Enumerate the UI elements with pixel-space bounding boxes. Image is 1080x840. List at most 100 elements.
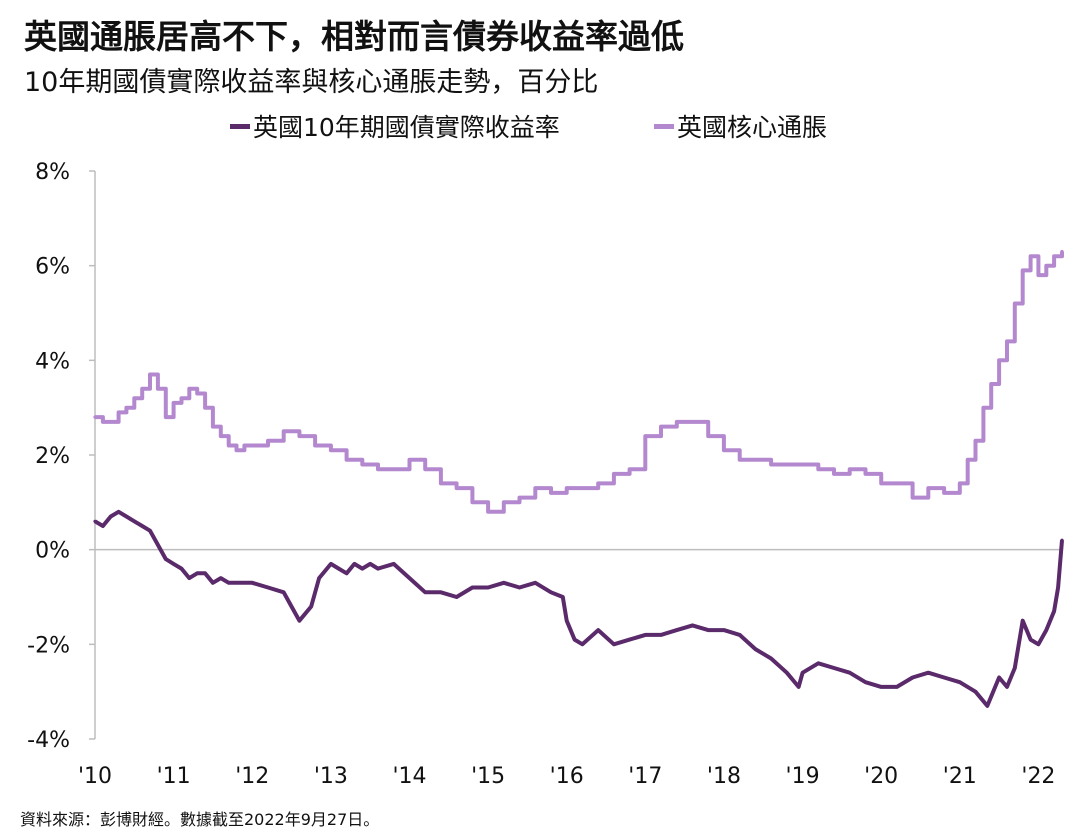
data-point-real-yield (439, 590, 443, 594)
data-point-core-inflation (117, 410, 121, 414)
data-point-real-yield (289, 604, 294, 609)
data-point-real-yield (1056, 585, 1060, 590)
data-point-real-yield (345, 571, 349, 575)
data-point-real-yield (317, 576, 321, 580)
data-point-core-inflation (612, 472, 616, 476)
data-point-core-inflation (911, 496, 915, 500)
data-point-real-yield (1052, 609, 1056, 613)
data-point-core-inflation (179, 396, 184, 400)
data-point-core-inflation (926, 486, 930, 490)
data-point-core-inflation (407, 458, 412, 462)
data-point-core-inflation (989, 382, 993, 386)
data-point-core-inflation (942, 491, 946, 495)
data-point-real-yield (753, 647, 758, 651)
data-point-core-inflation (1029, 254, 1033, 258)
data-point-real-yield (612, 642, 616, 646)
data-point-core-inflation (801, 462, 805, 467)
data-point-real-yield (172, 562, 176, 566)
data-point-core-inflation (455, 486, 459, 490)
data-point-core-inflation (109, 420, 113, 424)
data-point-real-yield (561, 595, 565, 599)
data-point-real-yield (234, 581, 239, 585)
y-tick-label: 6% (35, 255, 70, 280)
data-point-core-inflation (329, 448, 333, 452)
data-point-core-inflation (981, 406, 986, 410)
series-line-real-yield (93, 509, 1064, 708)
data-point-real-yield (368, 562, 372, 566)
data-point-real-yield (140, 524, 144, 528)
data-point-core-inflation (1060, 249, 1064, 254)
data-point-core-inflation (722, 448, 726, 452)
data-point-real-yield (352, 562, 356, 566)
y-tick-label: 2% (35, 444, 70, 469)
data-point-real-yield (879, 685, 883, 689)
data-point-real-yield (573, 638, 577, 642)
data-point-real-yield (156, 543, 160, 547)
data-point-real-yield (266, 585, 270, 590)
x-tick-label: '17 (628, 764, 662, 789)
y-tick-label: -4% (27, 728, 70, 753)
data-point-core-inflation (973, 439, 978, 443)
y-tick-label: 0% (35, 539, 70, 564)
legend-label-core-inflation: 英國核心通脹 (677, 113, 828, 142)
data-point-real-yield (863, 680, 868, 684)
data-point-core-inflation (486, 510, 490, 514)
data-point-core-inflation (156, 387, 160, 391)
data-point-core-inflation (502, 500, 506, 504)
data-point-core-inflation (848, 467, 852, 471)
data-point-core-inflation (690, 420, 695, 424)
data-point-real-yield (997, 675, 1001, 680)
data-point-core-inflation (580, 486, 585, 490)
data-point-real-yield (329, 562, 333, 566)
data-point-core-inflation (565, 486, 569, 490)
data-point-core-inflation (958, 481, 962, 485)
data-point-real-yield (219, 576, 223, 580)
data-point-core-inflation (250, 443, 254, 448)
data-point-core-inflation (297, 434, 301, 438)
data-point-real-yield (993, 685, 997, 689)
data-point-core-inflation (172, 401, 176, 405)
data-point-real-yield (580, 642, 585, 646)
legend-item-real-yield: 英國10年期國債實際收益率 (230, 108, 560, 144)
data-point-real-yield (1021, 619, 1025, 623)
data-point-core-inflation (1005, 339, 1009, 343)
data-point-real-yield (187, 576, 191, 580)
data-point-real-yield (517, 585, 522, 590)
data-point-core-inflation (93, 415, 97, 419)
data-point-core-inflation (879, 481, 883, 485)
data-point-real-yield (596, 628, 600, 632)
data-point-real-yield (179, 567, 184, 571)
data-point-core-inflation (1021, 268, 1025, 272)
data-point-real-yield (470, 585, 474, 590)
data-point-real-yield (565, 619, 569, 623)
data-point-real-yield (1029, 638, 1033, 642)
data-point-real-yield (502, 581, 506, 585)
data-point-real-yield (1060, 538, 1064, 542)
x-tick-label: '16 (550, 764, 584, 789)
x-tick-label: '22 (1021, 764, 1055, 789)
data-point-core-inflation (423, 467, 427, 471)
data-point-core-inflation (266, 439, 270, 443)
data-point-core-inflation (533, 486, 537, 490)
data-point-real-yield (164, 557, 168, 561)
data-point-core-inflation (1013, 301, 1017, 306)
y-tick-label: 8% (35, 160, 70, 185)
data-point-core-inflation (832, 472, 836, 476)
data-point-real-yield (101, 524, 105, 528)
x-tick-label: '10 (78, 764, 112, 789)
data-point-real-yield (117, 510, 121, 514)
data-point-core-inflation (360, 462, 364, 467)
data-point-core-inflation (227, 443, 231, 448)
data-point-core-inflation (628, 467, 632, 471)
line-chart: 8% 6% 4% 2% 0% -2% -4% '10 '11 '12 '13 '14 '15 '16 '17… (27, 160, 1064, 789)
data-point-core-inflation (392, 467, 396, 471)
data-point-real-yield (706, 628, 710, 632)
data-point-real-yield (211, 581, 215, 585)
data-point-core-inflation (211, 425, 215, 429)
data-point-real-yield (337, 567, 341, 571)
data-point-real-yield (785, 671, 789, 675)
data-point-real-yield (282, 590, 286, 594)
data-point-core-inflation (1036, 273, 1040, 277)
legend-label-real-yield: 英國10年期國債實際收益率 (253, 113, 560, 142)
data-point-core-inflation (997, 358, 1001, 362)
